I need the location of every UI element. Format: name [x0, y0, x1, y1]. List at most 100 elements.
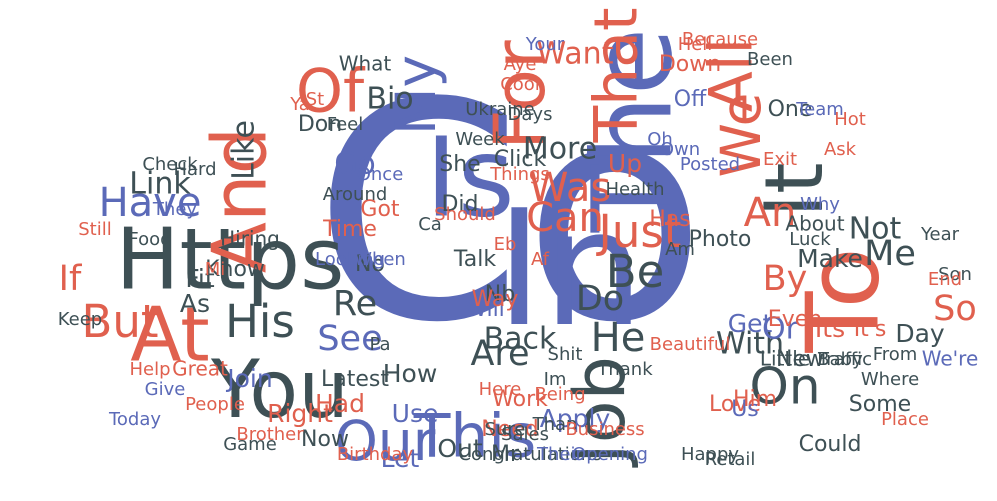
word-go: Go — [334, 147, 376, 182]
word-game: Game — [223, 434, 277, 455]
word-by: By — [763, 259, 808, 299]
word-hard: Hard — [173, 159, 216, 180]
word-mi: Mi — [205, 259, 226, 280]
word-end: End — [928, 269, 962, 290]
word-af: Af — [531, 249, 550, 270]
word-now: Now — [301, 427, 349, 452]
word-hiring: Hiring — [220, 227, 280, 251]
word-ya: Ya — [289, 94, 310, 115]
word-off: Off — [674, 87, 707, 112]
word-about: About — [785, 212, 844, 236]
word-brother: Brother — [236, 424, 304, 445]
word-own: Own — [660, 139, 700, 160]
word-being: Being — [534, 384, 585, 405]
word-she: She — [439, 152, 480, 177]
word-oh: Oh — [647, 129, 673, 150]
word-eb: Eb — [494, 234, 517, 255]
word-looking: Looking — [315, 249, 385, 270]
word-hell: Hell — [678, 34, 713, 55]
word-day: Day — [895, 319, 945, 348]
word-place: Place — [881, 409, 929, 430]
word-an: An — [744, 190, 797, 236]
word-you: You — [210, 343, 349, 436]
word-here: Here — [479, 379, 522, 400]
word-than: Than — [532, 414, 578, 435]
word-as: As — [180, 289, 210, 318]
word-its: Its — [815, 314, 845, 343]
word-new: New — [776, 347, 824, 372]
word-give: Give — [145, 379, 186, 400]
word-co: Co — [313, 39, 706, 388]
word-my: My — [384, 55, 448, 135]
word-right: Right — [267, 399, 333, 428]
word-this: This — [413, 402, 537, 472]
word-photo: Photo — [689, 227, 752, 252]
word-to: To — [784, 247, 901, 353]
word-no: No — [355, 252, 385, 277]
word-just: Just — [596, 205, 682, 258]
word-business: Business — [565, 419, 644, 440]
word-beautiful: Beautiful — [650, 334, 731, 355]
word-me: Me — [864, 234, 916, 274]
word-all: All — [697, 38, 767, 112]
word-opening: Opening — [572, 444, 648, 465]
word-even: Even — [768, 307, 822, 332]
word-had: Had — [315, 389, 365, 418]
word-baby: Baby — [817, 349, 863, 370]
word-of: Of — [296, 57, 366, 127]
word-https: Https — [116, 210, 345, 309]
word-nb: Nb — [485, 282, 515, 307]
word-love: Love — [709, 392, 761, 417]
word-exit: Exit — [763, 149, 797, 170]
word-could: Could — [799, 432, 862, 457]
word-food: Food — [128, 229, 171, 250]
word-for: For — [479, 40, 561, 150]
word-ca: Ca — [418, 214, 442, 235]
word-your: Your — [525, 34, 565, 55]
word-traffic: Traffic — [817, 349, 872, 370]
word-mr: Mr — [491, 442, 520, 467]
word-cool: Cool — [500, 74, 540, 95]
word-am: Am — [665, 239, 695, 260]
word-is: Is — [425, 113, 515, 241]
word-bio: Bio — [366, 82, 413, 117]
word-or: Or — [762, 312, 799, 347]
word-so: So — [933, 289, 977, 329]
word-their: Their — [536, 444, 583, 465]
word-join: Join — [225, 364, 272, 393]
word-can: Can — [526, 195, 604, 241]
word-his: His — [225, 295, 295, 348]
word-birthday: Birthday — [337, 444, 414, 465]
word-pa: Pa — [369, 334, 390, 355]
word-want: Want — [537, 37, 614, 72]
word-click: Click — [494, 147, 547, 172]
word-why: Why — [800, 194, 840, 215]
word-health: Health — [605, 179, 664, 200]
word-shit: Shit — [548, 344, 583, 365]
word-great: Great — [172, 357, 228, 381]
word-on: On — [749, 358, 820, 416]
word-will: Will — [465, 297, 505, 322]
word-and: And — [196, 127, 284, 273]
word-still: Still — [78, 219, 112, 240]
word-talk: Talk — [453, 247, 496, 272]
word-should: Should — [434, 204, 496, 225]
word-with: With — [716, 327, 784, 362]
word-latest: Latest — [321, 367, 389, 392]
word-how: How — [383, 359, 438, 388]
word-when: When — [354, 249, 406, 270]
word-more: More — [523, 132, 597, 167]
word-luck: Luck — [789, 229, 831, 250]
word-they: They — [152, 199, 197, 220]
word-st: St — [306, 89, 324, 110]
word-year: Year — [920, 224, 960, 245]
word-what: What — [339, 52, 392, 76]
word-retail: Retail — [705, 449, 756, 470]
word-week: Week — [455, 129, 505, 150]
word-him: Him — [733, 387, 777, 412]
word-but: But — [81, 295, 158, 348]
word-we: We — [709, 93, 773, 178]
word-the: The — [568, 28, 696, 234]
word-feel: Feel — [327, 114, 364, 135]
word-at: At — [130, 291, 209, 379]
